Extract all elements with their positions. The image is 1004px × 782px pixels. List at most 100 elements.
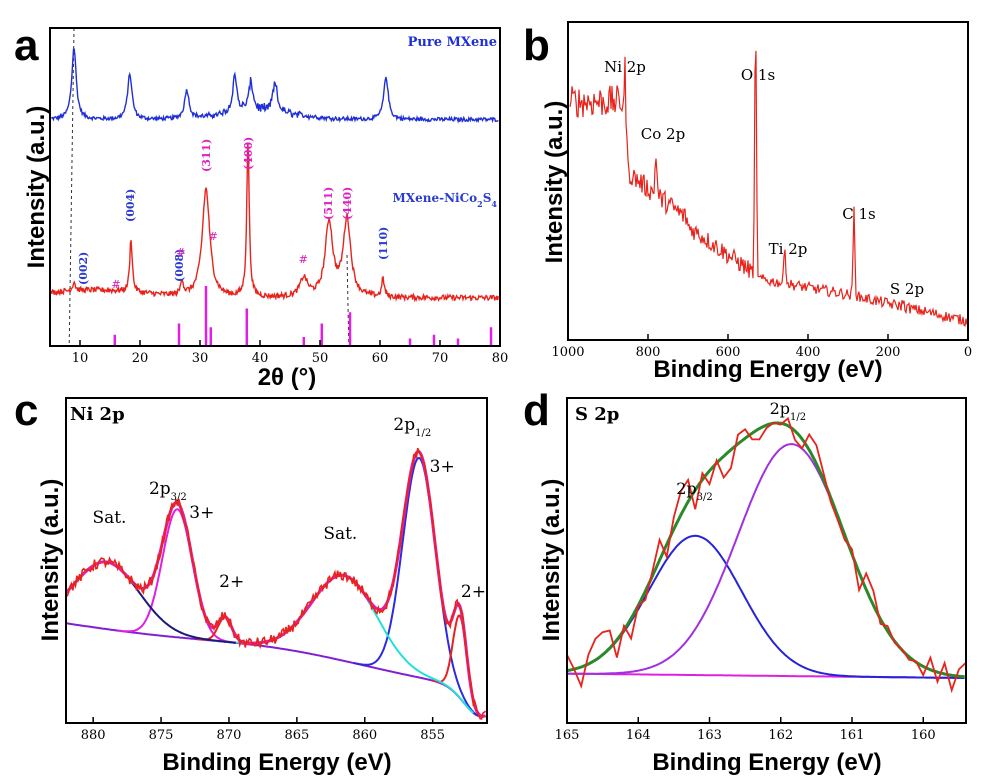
panel-d-tick-label: 165 bbox=[555, 728, 580, 743]
panel-d-x-label: Binding Energy (eV) bbox=[652, 749, 881, 776]
panel-d-tick-label: 160 bbox=[911, 728, 936, 743]
legend-mxene-nico2s4: MXene-NiCo2S4 bbox=[393, 191, 498, 209]
hkl-label: (004) bbox=[124, 189, 137, 222]
panel-b: b 1000 800 600 400 200 0 Intensity (a.u.) Bin… bbox=[523, 21, 972, 383]
phase-marker: # bbox=[111, 278, 120, 291]
panel-d-plot-area bbox=[566, 416, 967, 694]
panel-c-x-label: Binding Energy (eV) bbox=[162, 749, 391, 776]
panel-a-tick-label: 20 bbox=[132, 351, 149, 366]
hkl-label: (002) bbox=[77, 252, 90, 285]
hkl-label: (511) bbox=[322, 187, 335, 220]
panel-d-tick-label: 162 bbox=[768, 728, 793, 743]
peak-label: 2p3/2 bbox=[149, 479, 187, 503]
panel-d-x-ticks: 165 164 163 162 161 160 bbox=[555, 717, 936, 743]
panel-b-tick-label: 800 bbox=[636, 345, 661, 360]
annotation-label: Sat. bbox=[92, 508, 126, 528]
panel-b-y-label: Intensity (a.u.) bbox=[541, 101, 568, 264]
fit-component-line bbox=[432, 614, 486, 718]
panel-d-title: S 2p bbox=[575, 404, 619, 425]
peak-label-ti-2p: Ti 2p bbox=[769, 240, 808, 258]
phase-marker: # bbox=[299, 253, 308, 266]
panel-b-label: b bbox=[523, 21, 550, 70]
peak-label-ni-2p: Ni 2p bbox=[604, 58, 646, 76]
panel-a: a (002) (004) (008) (311) (400) (511) (440) (11… bbox=[14, 21, 508, 391]
baseline-line bbox=[65, 622, 486, 718]
peak-label-sub: 1/2 bbox=[415, 428, 431, 439]
panel-b-tick-label: 400 bbox=[796, 345, 821, 360]
panel-a-tick-label: 10 bbox=[72, 351, 89, 366]
panel-d-y-label: Intensity (a.u.) bbox=[538, 479, 565, 642]
panel-c-label: c bbox=[14, 386, 38, 435]
panel-a-tick-label: 30 bbox=[192, 351, 209, 366]
panel-a-guide-line bbox=[346, 254, 350, 347]
panel-a-y-label: Intensity (a.u.) bbox=[23, 106, 50, 269]
peak-label-co-2p: Co 2p bbox=[641, 125, 685, 143]
fit-component-line bbox=[566, 534, 965, 679]
peak-label-main: 2p bbox=[770, 399, 790, 418]
panel-b-tick-label: 200 bbox=[876, 345, 901, 360]
panel-a-x-label: 2θ (°) bbox=[258, 364, 317, 391]
peak-label-sub: 1/2 bbox=[790, 412, 806, 423]
annotation-label: 2+ bbox=[461, 582, 486, 602]
panel-a-tick-label: 70 bbox=[432, 351, 449, 366]
panel-b-x-label: Binding Energy (eV) bbox=[653, 356, 882, 383]
annotation-label: 3+ bbox=[430, 457, 455, 477]
phase-marker: # bbox=[176, 246, 185, 259]
panel-b-peak-labels: Ni 2p Co 2p O 1s Ti 2p C 1s S 2p bbox=[604, 58, 924, 298]
fit-envelope-line bbox=[64, 450, 486, 718]
phase-marker: # bbox=[209, 230, 218, 243]
hkl-label: (400) bbox=[242, 137, 255, 170]
peak-label-sub: 3/2 bbox=[697, 492, 713, 503]
peak-label: 2p3/2 bbox=[676, 479, 713, 503]
peak-label-main: 2p bbox=[393, 415, 415, 435]
annotation-label: Sat. bbox=[323, 524, 357, 544]
panel-a-x-ticks: 10 20 30 40 50 60 70 80 bbox=[72, 340, 509, 366]
peak-label-s-2p: S 2p bbox=[890, 280, 924, 298]
panel-d-tick-label: 163 bbox=[697, 728, 722, 743]
panel-d-label: d bbox=[523, 386, 550, 435]
panel-c-tick-label: 875 bbox=[149, 728, 174, 743]
panel-c-title: Ni 2p bbox=[70, 404, 125, 425]
panel-c-frame bbox=[65, 397, 488, 724]
peak-label: 2p1/2 bbox=[770, 399, 807, 423]
hkl-label: (110) bbox=[377, 227, 390, 260]
panel-c-y-label: Intensity (a.u.) bbox=[37, 479, 64, 642]
peak-label-c-1s: C 1s bbox=[842, 205, 876, 223]
peak-label-main: 2p bbox=[149, 479, 171, 499]
panel-c-tick-label: 870 bbox=[217, 728, 242, 743]
panel-b-tick-label: 0 bbox=[964, 345, 972, 360]
peak-label-o-1s: O 1s bbox=[741, 66, 775, 84]
series-line-pure-mxene bbox=[51, 48, 499, 124]
panel-c-x-ticks: 880 875 870 865 860 855 bbox=[81, 717, 445, 743]
panel-d-tick-label: 164 bbox=[626, 728, 651, 743]
panel-a-label: a bbox=[14, 21, 39, 70]
panel-c-tick-label: 860 bbox=[352, 728, 377, 743]
panel-d: d S 2p 165 164 163 162 161 160 Intensity (a.u… bbox=[523, 386, 967, 776]
fit-component-line bbox=[117, 508, 236, 644]
panel-b-tick-label: 1000 bbox=[551, 345, 584, 360]
panel-a-tick-label: 80 bbox=[492, 351, 509, 366]
panel-b-frame bbox=[567, 21, 969, 341]
raw-data-line bbox=[65, 447, 487, 720]
annotation-label: 3+ bbox=[189, 503, 214, 523]
panel-c-tick-label: 855 bbox=[420, 728, 445, 743]
panel-a-tick-label: 60 bbox=[372, 351, 389, 366]
fit-component-line bbox=[567, 443, 965, 678]
peak-label-sub: 3/2 bbox=[171, 492, 187, 503]
panel-b-x-ticks: 1000 800 600 400 200 0 bbox=[551, 334, 972, 360]
hkl-label: (008) bbox=[173, 249, 186, 282]
panel-c: c Ni 2p 880 875 870 865 860 855 Intensity (a.… bbox=[14, 386, 488, 776]
panel-a-plot-area: (002) (004) (008) (311) (400) (511) (440) (110)… bbox=[50, 27, 499, 347]
panel-d-frame bbox=[566, 397, 967, 724]
survey-spectrum-line bbox=[569, 50, 968, 327]
annotation-label: 2+ bbox=[219, 572, 244, 592]
panel-a-frame bbox=[49, 27, 501, 347]
hkl-label: (440) bbox=[341, 187, 354, 220]
panel-d-tick-label: 161 bbox=[840, 728, 865, 743]
panel-c-tick-label: 865 bbox=[284, 728, 309, 743]
hkl-label: (311) bbox=[200, 139, 213, 172]
peak-label-main: 2p bbox=[676, 479, 696, 498]
series-line-mxene-nico2s4 bbox=[50, 143, 499, 303]
